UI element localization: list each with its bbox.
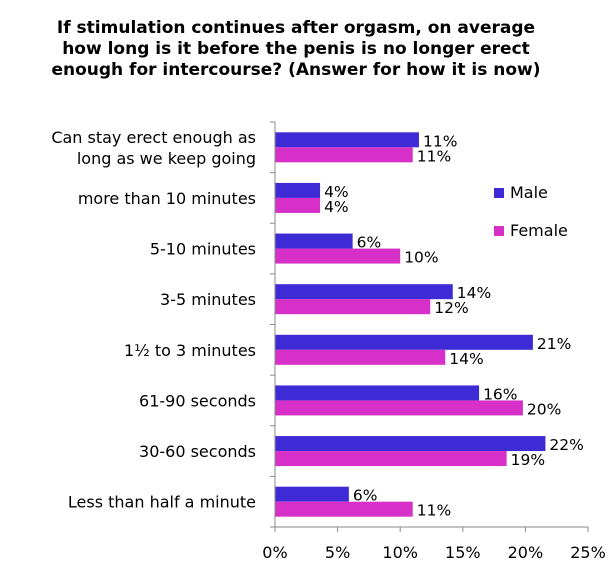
value-label-female-7: 11% — [417, 502, 451, 520]
bar-male-2 — [275, 233, 353, 249]
value-label-female-6: 19% — [511, 451, 545, 469]
bar-male-6 — [275, 436, 546, 452]
bar-female-6 — [275, 451, 507, 467]
legend-label-male: Male — [510, 183, 548, 202]
chart-title: If stimulation continues after orgasm, o… — [51, 18, 540, 80]
value-label-male-3: 14% — [457, 284, 491, 302]
bar-male-7 — [275, 486, 349, 502]
category-label-0: Can stay erect enough as — [51, 128, 256, 147]
bar-male-5 — [275, 385, 480, 401]
bar-female-0 — [275, 147, 413, 163]
value-label-female-5: 20% — [527, 400, 561, 418]
bar-female-7 — [275, 501, 413, 517]
legend-swatch-female — [494, 226, 504, 236]
bar-male-4 — [275, 334, 533, 350]
title-line-0: If stimulation continues after orgasm, o… — [57, 18, 535, 38]
value-label-female-4: 14% — [449, 350, 483, 368]
value-label-male-2: 6% — [357, 234, 382, 252]
x-tick-label: 10% — [382, 543, 418, 562]
value-label-female-0: 11% — [417, 147, 451, 165]
value-label-male-0: 11% — [423, 132, 457, 150]
bar-female-2 — [275, 248, 401, 264]
legend-swatch-male — [494, 188, 504, 198]
value-label-female-3: 12% — [434, 299, 468, 317]
category-label-7: Less than half a minute — [68, 493, 256, 512]
bar-female-3 — [275, 299, 431, 315]
bar-female-1 — [275, 197, 321, 213]
x-tick-label: 25% — [570, 543, 606, 562]
category-label-2: 5-10 minutes — [150, 240, 256, 259]
value-label-female-1: 4% — [324, 198, 349, 216]
value-label-male-4: 21% — [537, 335, 571, 353]
value-label-male-6: 22% — [549, 436, 583, 454]
axes: 0% 5% 10% 15% 20% 25% — [262, 121, 606, 562]
x-tick-label: 15% — [445, 543, 481, 562]
title-line-1: how long is it before the penis is no lo… — [62, 39, 530, 59]
value-label-male-5: 16% — [483, 385, 517, 403]
x-tick-label: 20% — [508, 543, 544, 562]
bar-female-4 — [275, 349, 446, 365]
value-label-male-1: 4% — [324, 183, 349, 201]
value-label-male-7: 6% — [353, 487, 378, 505]
title-line-2: enough for intercourse? (Answer for how … — [51, 60, 540, 80]
value-label-female-2: 10% — [404, 249, 438, 267]
category-label-4: 1½ to 3 minutes — [124, 341, 256, 360]
category-label-0: long as we keep going — [77, 149, 256, 168]
bar-male-0 — [275, 132, 419, 148]
category-label-1: more than 10 minutes — [78, 189, 256, 208]
bar-male-3 — [275, 284, 453, 300]
legend-label-female: Female — [510, 221, 568, 240]
bar-male-1 — [275, 182, 321, 198]
x-tick-label: 0% — [262, 543, 287, 562]
category-label-6: 30-60 seconds — [139, 442, 256, 461]
bar-female-5 — [275, 400, 523, 416]
category-label-5: 61-90 seconds — [139, 391, 256, 410]
legend: Male Female — [494, 183, 568, 240]
x-tick-label: 5% — [325, 543, 350, 562]
category-label-3: 3-5 minutes — [160, 290, 256, 309]
